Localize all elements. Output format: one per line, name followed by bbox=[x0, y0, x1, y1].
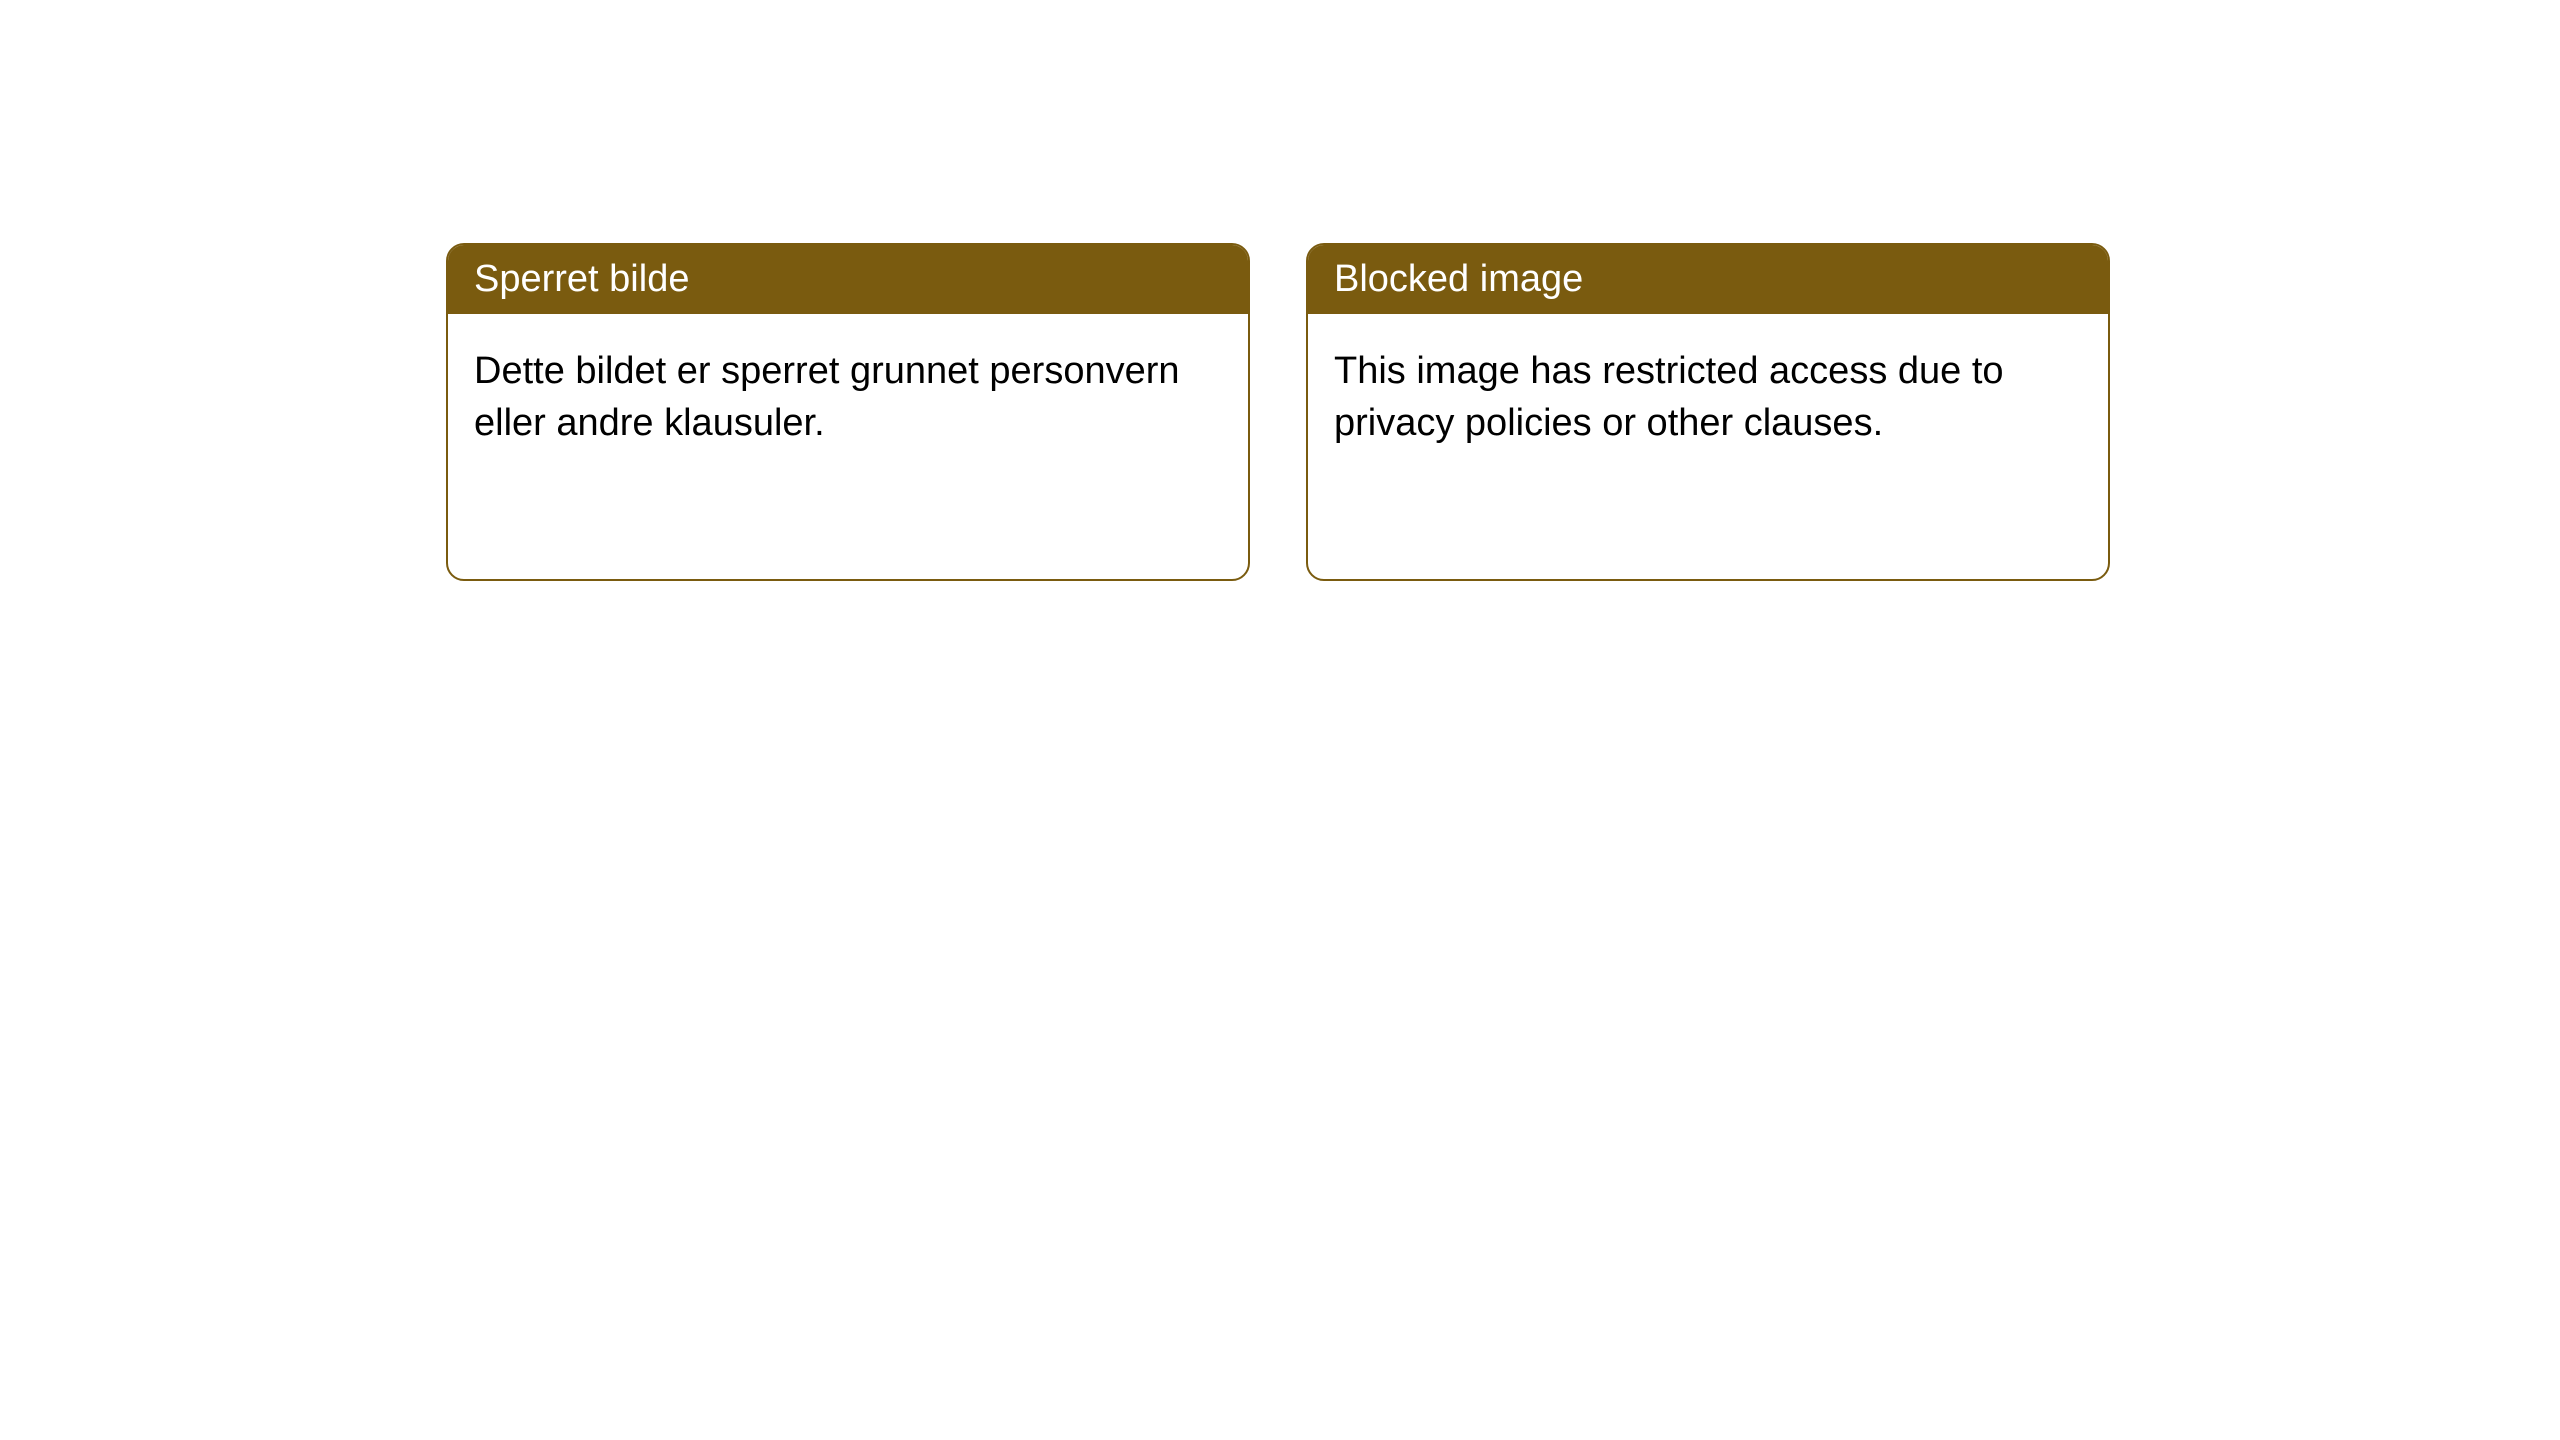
notice-body: Dette bildet er sperret grunnet personve… bbox=[448, 314, 1248, 481]
notice-container: Sperret bilde Dette bildet er sperret gr… bbox=[0, 0, 2560, 581]
notice-card-norwegian: Sperret bilde Dette bildet er sperret gr… bbox=[446, 243, 1250, 581]
notice-body: This image has restricted access due to … bbox=[1308, 314, 2108, 481]
notice-header: Sperret bilde bbox=[448, 245, 1248, 314]
notice-card-english: Blocked image This image has restricted … bbox=[1306, 243, 2110, 581]
notice-header: Blocked image bbox=[1308, 245, 2108, 314]
